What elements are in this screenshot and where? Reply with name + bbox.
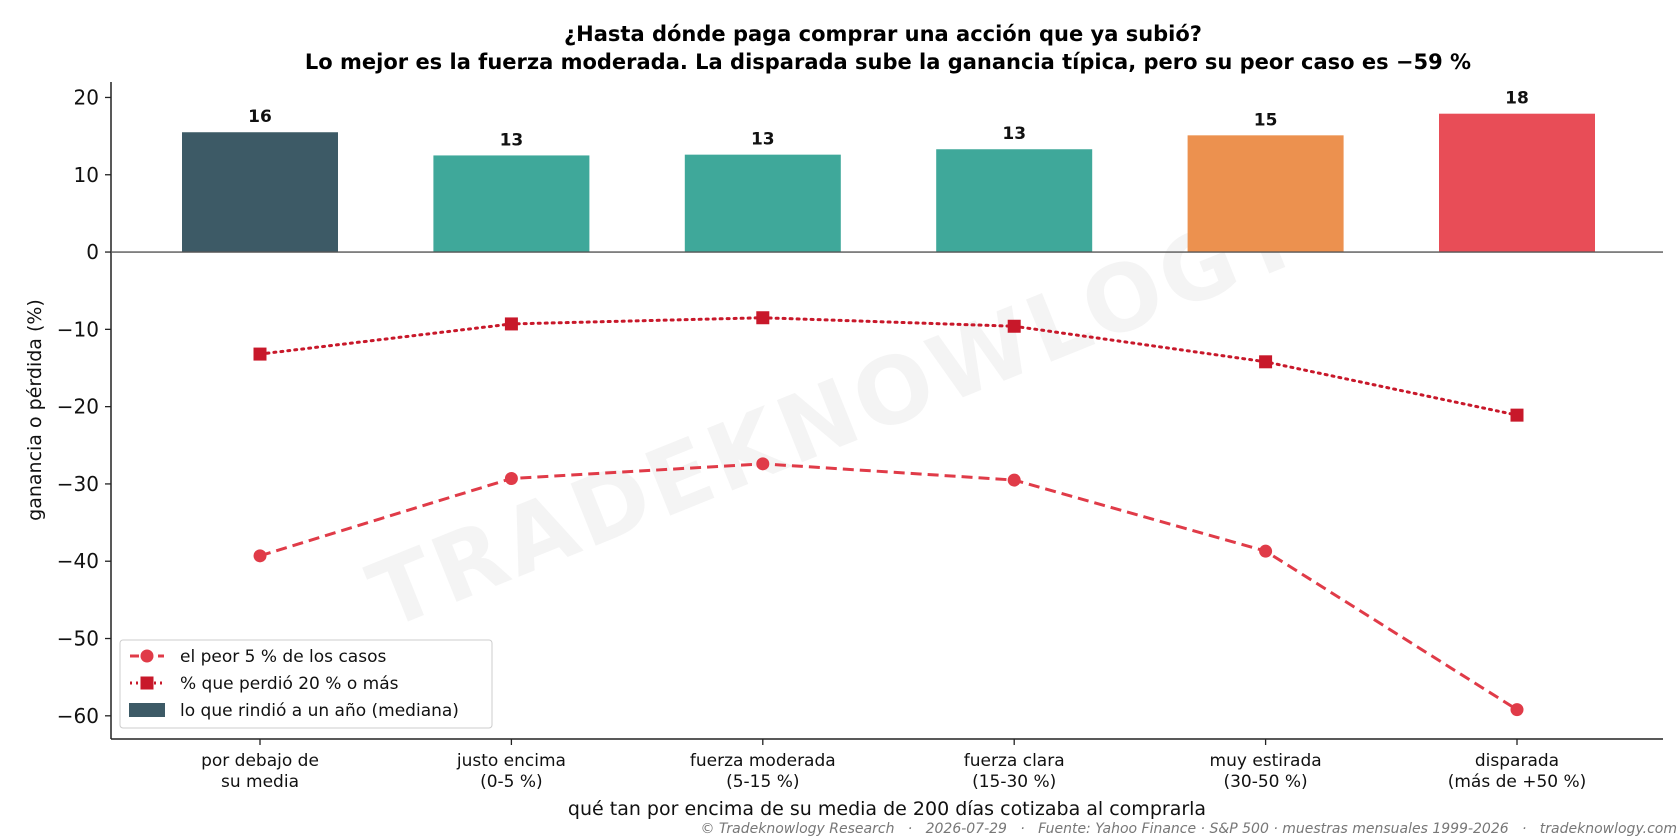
series-2-point-1 bbox=[504, 317, 518, 331]
series-1-point-3 bbox=[1007, 473, 1021, 487]
y-tick-label-7: −50 bbox=[57, 627, 99, 651]
legend: el peor 5 % de los casos % que perdió 20… bbox=[119, 639, 493, 729]
y-tick-label-6: −40 bbox=[57, 549, 99, 573]
series-line-1 bbox=[259, 462, 1518, 711]
series-line-2 bbox=[258, 316, 1519, 417]
bar-value-label-5: 18 bbox=[1505, 89, 1529, 109]
y-ticks-layer: 20 10 0 −10 −20 −30 −40 −50 −60 bbox=[57, 85, 111, 728]
bars-layer bbox=[182, 113, 1595, 253]
bar-value-label-2: 13 bbox=[751, 130, 775, 150]
bar-value-label-0: 16 bbox=[248, 107, 272, 127]
series-2-point-3 bbox=[1007, 319, 1021, 333]
legend-worst5-marker bbox=[140, 649, 154, 663]
bar-1 bbox=[433, 155, 590, 253]
series-2-point-0 bbox=[253, 347, 267, 361]
bar-2 bbox=[684, 154, 841, 253]
bar-4 bbox=[1187, 135, 1344, 253]
legend-median-label: lo que rindió a un año (mediana) bbox=[180, 701, 459, 721]
y-tick-label-4: −20 bbox=[57, 395, 99, 419]
series-1-point-2 bbox=[756, 457, 770, 471]
series-1-point-1 bbox=[504, 472, 518, 486]
lines-layer bbox=[253, 311, 1524, 717]
series-1-point-0 bbox=[253, 549, 267, 563]
x-ticks-layer: por debajo de su media justo encima (0-5 %)… bbox=[201, 739, 1586, 792]
bar-0 bbox=[182, 132, 338, 253]
legend-box bbox=[119, 639, 493, 729]
bar-value-label-4: 15 bbox=[1254, 110, 1278, 130]
y-tick-label-1: 10 bbox=[74, 163, 99, 187]
x-tick-label-3: fuerza clara (15-30 %) bbox=[964, 751, 1065, 792]
x-axis-label: qué tan por encima de su media de 200 dí… bbox=[568, 798, 1206, 820]
bar-3 bbox=[936, 149, 1093, 253]
legend-median-swatch bbox=[129, 703, 165, 717]
legend-worst5-label: el peor 5 % de los casos bbox=[180, 647, 386, 667]
chart-title-line2: Lo mejor es la fuerza moderada. La dispa… bbox=[305, 50, 1471, 74]
bar-value-label-1: 13 bbox=[500, 130, 524, 150]
y-tick-label-0: 20 bbox=[74, 85, 99, 109]
series-1-point-4 bbox=[1259, 544, 1273, 558]
series-2-point-4 bbox=[1259, 355, 1273, 369]
y-tick-label-2: 0 bbox=[86, 240, 99, 264]
x-tick-label-0: por debajo de su media bbox=[201, 751, 319, 792]
y-tick-label-3: −10 bbox=[57, 317, 99, 341]
x-tick-label-4: muy estirada (30-50 %) bbox=[1210, 751, 1322, 792]
y-tick-label-5: −30 bbox=[57, 472, 99, 496]
footer: © Tradeknowlogy Research · 2026-07-29 · … bbox=[700, 821, 1677, 837]
legend-loss20-marker bbox=[140, 676, 154, 690]
bar-5 bbox=[1439, 113, 1595, 253]
series-2-point-5 bbox=[1510, 408, 1524, 422]
series-2-point-2 bbox=[756, 311, 770, 325]
bar-labels-layer: 16 13 13 13 15 18 bbox=[248, 89, 1529, 151]
series-1-point-5 bbox=[1510, 703, 1524, 717]
legend-loss20-label: % que perdió 20 % o más bbox=[180, 674, 399, 694]
y-axis-label: ganancia o pérdida (%) bbox=[24, 299, 46, 521]
x-tick-label-2: fuerza moderada (5-15 %) bbox=[690, 751, 836, 792]
y-tick-label-8: −60 bbox=[57, 704, 99, 728]
chart-title-line1: ¿Hasta dónde paga comprar una acción que… bbox=[564, 22, 1202, 46]
x-tick-label-1: justo encima (0-5 %) bbox=[456, 751, 566, 792]
x-tick-label-5: disparada (más de +50 %) bbox=[1448, 751, 1587, 792]
bar-value-label-3: 13 bbox=[1002, 124, 1026, 144]
